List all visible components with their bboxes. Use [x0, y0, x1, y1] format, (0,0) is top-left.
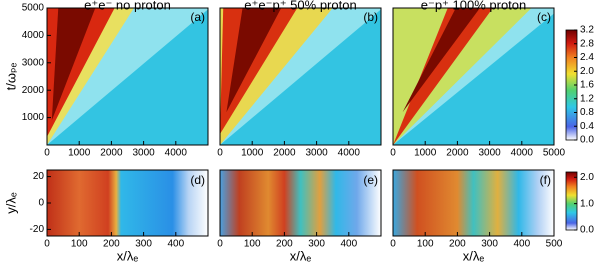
panel-title: e⁻p⁺ 100% proton [421, 0, 527, 12]
colorbar-tick-label: 1.6 [580, 80, 594, 91]
x-tick-label: 400 [513, 239, 530, 250]
panel-frame [219, 169, 382, 237]
x-tick-label: 2000 [100, 148, 123, 159]
y-tick-label: 4000 [22, 30, 45, 41]
panel-label: (b) [363, 10, 378, 24]
x-tick-label: 500 [546, 239, 563, 250]
panel-label: (f) [540, 173, 551, 187]
x-tick-label: 0 [217, 148, 223, 159]
x-tick-label: 1000 [414, 148, 437, 159]
y-tick-label: 2000 [22, 85, 45, 96]
heatmap [393, 170, 554, 236]
panel-title: e⁺e⁻p⁺ 50% proton [244, 0, 356, 12]
y-tick-label: -20 [30, 224, 45, 235]
x-tick-label: 200 [276, 239, 293, 250]
map-background [47, 170, 208, 236]
x-tick-label: 0 [44, 148, 50, 159]
x-tick-label: 3000 [132, 148, 155, 159]
y-tick-label: 3000 [22, 57, 45, 68]
x-tick-label: 3000 [305, 148, 328, 159]
y-tick-label: 0 [38, 198, 44, 209]
x-axis-label: x/λₑ [117, 248, 139, 263]
x-tick-label: 400 [167, 239, 184, 250]
map-region [226, 8, 282, 113]
panel-label: (e) [363, 173, 378, 187]
map-region [220, 8, 381, 145]
x-tick-label: 1000 [241, 148, 264, 159]
panel-label: (a) [190, 10, 205, 24]
x-tick-label: 5000 [543, 148, 566, 159]
y-axis-label: y/λₑ [3, 192, 18, 214]
colorbar [565, 171, 578, 231]
colorbar-tick-label: 2.8 [580, 38, 594, 49]
heatmap [220, 8, 381, 145]
heatmap [220, 170, 381, 236]
map-region [47, 8, 208, 145]
colorbar-tick-label: 0.0 [580, 225, 594, 236]
colorbar-tick-label: 2.0 [580, 172, 594, 183]
panel-frame [46, 7, 209, 146]
heatmap [47, 8, 208, 145]
colorbar-tick-label: 2.4 [580, 52, 594, 63]
panel-label: (c) [537, 10, 551, 24]
x-tick-label: 4000 [165, 148, 188, 159]
map-region [51, 8, 96, 121]
map-region [393, 8, 532, 145]
map-background [393, 170, 554, 236]
x-tick-label: 300 [481, 239, 498, 250]
x-tick-label: 3000 [478, 148, 501, 159]
colorbar-tick-label: 0.0 [580, 135, 594, 146]
x-tick-label: 1000 [68, 148, 91, 159]
y-axis-label: t/ωₚₑ [3, 62, 18, 90]
x-tick-label: 4000 [338, 148, 361, 159]
colorbar-tick-label: 1.2 [580, 93, 594, 104]
map-region [402, 8, 480, 113]
y-tick-label: 1000 [22, 112, 45, 123]
x-tick-label: 0 [44, 239, 50, 250]
x-tick-label: 0 [390, 239, 396, 250]
x-tick-label: 0 [217, 239, 223, 250]
panel-frame [392, 169, 555, 237]
map-background [220, 170, 381, 236]
heatmap [47, 170, 208, 236]
colorbar-tick-label: 1.0 [580, 198, 594, 209]
map-region [393, 8, 493, 145]
heatmap [393, 8, 554, 145]
y-tick-label: 20 [33, 171, 45, 182]
x-tick-label: 100 [417, 239, 434, 250]
x-tick-label: 4000 [511, 148, 534, 159]
panel-label: (d) [190, 173, 205, 187]
colorbar-tick-label: 0.4 [580, 121, 594, 132]
colorbar-tick-label: 2.0 [580, 66, 594, 77]
x-tick-label: 2000 [446, 148, 469, 159]
y-tick-label: 5000 [22, 3, 45, 14]
x-tick-label: 200 [449, 239, 466, 250]
panel-title: e⁺e⁻ no proton [84, 0, 171, 12]
x-tick-label: 400 [340, 239, 357, 250]
colorbar-tick-label: 0.8 [580, 107, 594, 118]
panel-frame [219, 7, 382, 146]
colorbar-tick-label: 3.2 [580, 25, 594, 36]
x-axis-label: x/λₑ [290, 248, 312, 263]
x-axis-label: x/λₑ [463, 248, 485, 263]
x-tick-label: 2000 [273, 148, 296, 159]
map-region [393, 8, 554, 145]
x-tick-label: 0 [390, 148, 396, 159]
x-tick-label: 300 [135, 239, 152, 250]
x-tick-label: 200 [103, 239, 120, 250]
x-tick-label: 100 [244, 239, 261, 250]
x-tick-label: 100 [71, 239, 88, 250]
panel-frame [392, 7, 555, 146]
x-tick-label: 300 [308, 239, 325, 250]
